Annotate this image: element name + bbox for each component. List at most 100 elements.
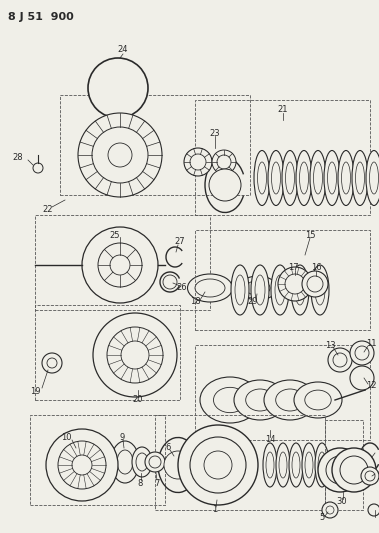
Circle shape: [190, 437, 246, 493]
Circle shape: [302, 271, 328, 297]
Ellipse shape: [294, 382, 342, 418]
Circle shape: [217, 155, 231, 169]
Text: 8 J 51  900: 8 J 51 900: [8, 12, 74, 22]
Bar: [155, 415, 325, 510]
Ellipse shape: [370, 162, 379, 194]
Circle shape: [163, 275, 177, 289]
Text: 5: 5: [319, 513, 325, 522]
Text: 19: 19: [30, 387, 40, 397]
Text: 10: 10: [61, 432, 71, 441]
Circle shape: [340, 456, 368, 484]
Text: 26: 26: [177, 284, 187, 293]
Ellipse shape: [279, 452, 287, 478]
Text: 3: 3: [378, 446, 379, 455]
Circle shape: [204, 451, 232, 479]
Circle shape: [145, 452, 165, 472]
Ellipse shape: [257, 162, 266, 194]
Ellipse shape: [302, 443, 316, 487]
Ellipse shape: [271, 162, 280, 194]
Ellipse shape: [213, 387, 246, 413]
Ellipse shape: [366, 150, 379, 206]
Text: 4: 4: [378, 467, 379, 477]
Ellipse shape: [254, 150, 270, 206]
Circle shape: [33, 163, 43, 173]
Text: 22: 22: [42, 206, 53, 214]
Bar: [30, 415, 165, 505]
Ellipse shape: [266, 452, 274, 478]
Ellipse shape: [231, 265, 249, 315]
Text: 20: 20: [133, 395, 143, 405]
Circle shape: [121, 341, 149, 369]
Ellipse shape: [239, 276, 277, 300]
Bar: [35, 305, 180, 400]
Text: 15: 15: [305, 230, 315, 239]
Ellipse shape: [341, 162, 351, 194]
Circle shape: [98, 243, 142, 287]
Ellipse shape: [289, 443, 303, 487]
Text: 11: 11: [366, 338, 376, 348]
Bar: [35, 215, 210, 310]
Ellipse shape: [282, 150, 298, 206]
Text: 16: 16: [311, 263, 321, 272]
Ellipse shape: [255, 275, 265, 305]
Ellipse shape: [292, 452, 300, 478]
Text: 1: 1: [212, 505, 218, 514]
Ellipse shape: [310, 150, 326, 206]
Ellipse shape: [356, 162, 365, 194]
Ellipse shape: [285, 162, 294, 194]
Ellipse shape: [132, 447, 152, 477]
Ellipse shape: [315, 275, 325, 305]
Circle shape: [322, 502, 338, 518]
Ellipse shape: [200, 377, 260, 423]
Text: 13: 13: [325, 341, 335, 350]
Ellipse shape: [188, 274, 232, 302]
Ellipse shape: [299, 162, 309, 194]
Circle shape: [107, 327, 163, 383]
Circle shape: [184, 148, 212, 176]
Circle shape: [361, 467, 379, 485]
Ellipse shape: [246, 389, 274, 411]
Ellipse shape: [246, 280, 270, 295]
Text: 27: 27: [175, 238, 185, 246]
Circle shape: [82, 227, 158, 303]
Ellipse shape: [111, 441, 139, 483]
Text: 28: 28: [13, 154, 23, 163]
Ellipse shape: [271, 265, 289, 315]
Ellipse shape: [295, 275, 305, 305]
Ellipse shape: [195, 279, 225, 297]
Circle shape: [46, 429, 118, 501]
Text: 12: 12: [366, 382, 376, 391]
Ellipse shape: [268, 150, 284, 206]
Circle shape: [326, 506, 334, 514]
Ellipse shape: [136, 453, 148, 471]
Ellipse shape: [318, 452, 326, 478]
Bar: [60, 95, 250, 195]
Ellipse shape: [234, 380, 286, 420]
Circle shape: [110, 255, 130, 275]
Text: 7: 7: [154, 479, 160, 488]
Ellipse shape: [117, 450, 133, 474]
Circle shape: [209, 169, 241, 201]
Ellipse shape: [305, 452, 313, 478]
Circle shape: [92, 127, 148, 183]
Text: 18: 18: [190, 297, 200, 306]
Circle shape: [88, 58, 148, 118]
Ellipse shape: [305, 390, 331, 410]
Circle shape: [42, 353, 62, 373]
Circle shape: [350, 341, 374, 365]
Ellipse shape: [324, 150, 340, 206]
Text: 2: 2: [378, 518, 379, 527]
Text: 6: 6: [165, 442, 171, 451]
Ellipse shape: [338, 150, 354, 206]
Ellipse shape: [275, 275, 285, 305]
Ellipse shape: [276, 389, 304, 411]
Circle shape: [278, 267, 312, 301]
Circle shape: [47, 358, 57, 368]
Text: 21: 21: [278, 106, 288, 115]
Circle shape: [333, 353, 347, 367]
Ellipse shape: [296, 150, 312, 206]
Text: 30: 30: [337, 497, 347, 506]
Ellipse shape: [315, 443, 329, 487]
Text: 25: 25: [110, 230, 120, 239]
Ellipse shape: [235, 275, 245, 305]
